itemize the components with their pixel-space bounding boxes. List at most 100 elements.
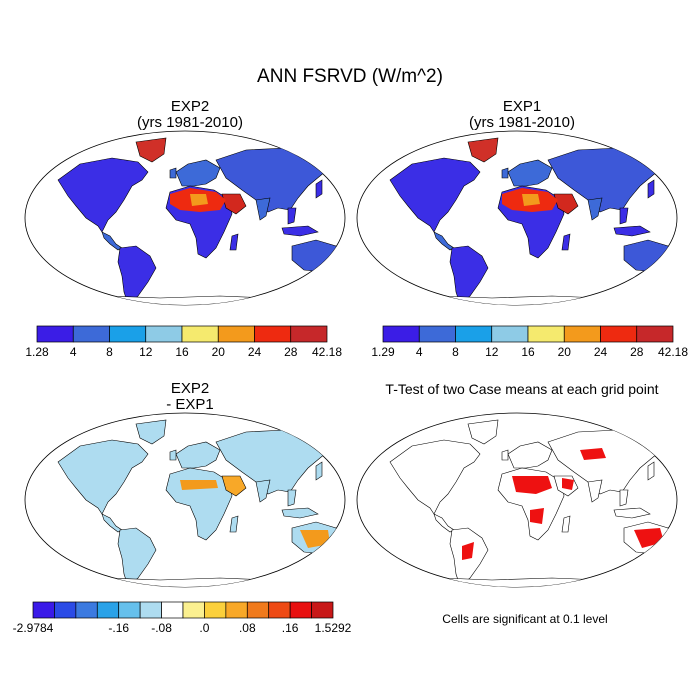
colorbar-tick-label: 28 bbox=[630, 345, 644, 359]
arabia-landmass bbox=[221, 475, 247, 497]
colorbar-swatch bbox=[600, 325, 638, 343]
colorbar-tick-label: 42.18 bbox=[658, 345, 688, 359]
arabia-landmass bbox=[553, 193, 579, 215]
sahara-core-region bbox=[522, 194, 540, 206]
india-landmass bbox=[255, 197, 271, 221]
se-asia-landmass bbox=[619, 207, 629, 225]
colorbar-swatch bbox=[418, 325, 456, 343]
colorbar-swatch bbox=[161, 601, 184, 619]
colorbar-swatch bbox=[563, 325, 601, 343]
sahara-core-region bbox=[190, 194, 208, 206]
colorbar-tick-label: 28 bbox=[284, 345, 298, 359]
continents bbox=[389, 137, 671, 305]
antarctica-landmass bbox=[71, 295, 312, 305]
colorbar-swatch bbox=[290, 325, 328, 343]
colorbar-tick-label: 1.29 bbox=[371, 345, 395, 359]
indonesia-landmass bbox=[281, 225, 319, 237]
colorbar-swatch bbox=[118, 601, 141, 619]
continents bbox=[57, 137, 339, 305]
continents bbox=[57, 419, 339, 587]
antarctica-landmass bbox=[71, 577, 312, 587]
europe-landmass bbox=[507, 441, 553, 469]
colorbar-swatch bbox=[96, 601, 120, 619]
south-america-landmass bbox=[117, 245, 157, 305]
colorbar-tick-label: .0 bbox=[199, 621, 209, 635]
indonesia-landmass bbox=[281, 507, 319, 519]
colorbar-tick-label: 1.5292 bbox=[315, 621, 352, 635]
colorbar-tick-label: 8 bbox=[452, 345, 459, 359]
colorbar-tick-label: 12 bbox=[139, 345, 153, 359]
north-america-landmass bbox=[57, 157, 149, 233]
south-america-landmass bbox=[449, 245, 489, 305]
colorbar-swatch bbox=[72, 325, 110, 343]
exp1-title-line1: EXP1 bbox=[502, 98, 542, 115]
india-landmass bbox=[255, 479, 271, 503]
exp1-panel-title: EXP1 (yrs 1981-2010) bbox=[362, 99, 682, 131]
ttest-panel-title: T-Test of two Case means at each grid po… bbox=[385, 381, 659, 397]
colorbar-tick-label: 16 bbox=[175, 345, 189, 359]
north-america-landmass bbox=[57, 439, 149, 515]
sahara-diff-region bbox=[180, 480, 218, 490]
significant-cells-1 bbox=[512, 476, 552, 494]
diff-title-line2: - EXP1 bbox=[166, 396, 214, 413]
colorbar-swatch bbox=[204, 601, 227, 619]
colorbar-swatch bbox=[225, 601, 248, 619]
se-asia-landmass bbox=[619, 489, 629, 507]
significance-note: Cells are significant at 0.1 level bbox=[442, 612, 608, 626]
exp2-title-line1: EXP2 bbox=[170, 98, 210, 115]
exp2-title-line2: (yrs 1981-2010) bbox=[137, 114, 243, 131]
madagascar-landmass bbox=[229, 233, 239, 251]
north-america-landmass bbox=[389, 157, 481, 233]
colorbar-tick-label: 1.28 bbox=[25, 345, 49, 359]
south-america-landmass bbox=[117, 527, 157, 587]
greenland-landmass bbox=[135, 137, 167, 163]
colorbar-tick-label: 4 bbox=[70, 345, 77, 359]
japan-landmass bbox=[647, 461, 655, 481]
colorbar-tick-label: 12 bbox=[485, 345, 499, 359]
colorbar-swatch bbox=[145, 325, 183, 343]
significant-cells-5 bbox=[462, 542, 474, 560]
madagascar-landmass bbox=[561, 233, 571, 251]
arabia-landmass bbox=[221, 193, 247, 215]
colorbar-swatch bbox=[246, 601, 270, 619]
colorbar-swatch bbox=[109, 325, 147, 343]
colorbar-swatch bbox=[491, 325, 529, 343]
significant-cells-6 bbox=[530, 508, 544, 524]
colorbar-tick-label: 4 bbox=[416, 345, 423, 359]
diff-colorbar: -2.9784 -.16 -.08 .0 .08 .16 1.5292 bbox=[13, 601, 352, 638]
greenland-landmass bbox=[467, 137, 499, 163]
colorbar-tick-label: 24 bbox=[248, 345, 262, 359]
exp2-colorbar: 1.28 4 8 12 16 20 24 28 42.18 bbox=[25, 325, 342, 362]
north-america-landmass bbox=[389, 439, 481, 515]
significant-cells-2 bbox=[562, 478, 574, 490]
colorbar-swatch bbox=[382, 325, 420, 343]
exp1-colorbar: 1.29 4 8 12 16 20 24 28 42.18 bbox=[371, 325, 688, 362]
colorbar-tick-label: -.16 bbox=[108, 621, 129, 635]
europe-landmass bbox=[175, 441, 221, 469]
uk-landmass bbox=[501, 449, 509, 461]
colorbar-swatch bbox=[636, 325, 674, 343]
colorbar-tick-label: 8 bbox=[106, 345, 113, 359]
colorbar-swatch bbox=[75, 601, 98, 619]
colorbar-tick-label: 20 bbox=[212, 345, 226, 359]
page-title: ANN FSRVD (W/m^2) bbox=[257, 66, 443, 87]
antarctica-landmass bbox=[403, 577, 644, 587]
ttest-map bbox=[356, 412, 678, 588]
europe-landmass bbox=[507, 159, 553, 187]
se-asia-landmass bbox=[287, 207, 297, 225]
madagascar-landmass bbox=[229, 515, 239, 533]
europe-landmass bbox=[175, 159, 221, 187]
indonesia-landmass bbox=[613, 507, 651, 519]
colorbar-tick-label: 24 bbox=[594, 345, 608, 359]
diff-panel-title: EXP2 - EXP1 bbox=[30, 381, 350, 413]
uk-landmass bbox=[169, 449, 177, 461]
greenland-landmass bbox=[467, 419, 499, 445]
colorbar-swatch bbox=[455, 325, 493, 343]
colorbar-tick-label: .08 bbox=[239, 621, 256, 635]
japan-landmass bbox=[315, 461, 323, 481]
uk-landmass bbox=[501, 167, 509, 179]
indonesia-landmass bbox=[613, 225, 651, 237]
colorbar-swatch bbox=[32, 601, 55, 619]
colorbar-swatch bbox=[36, 325, 74, 343]
colorbar-swatch bbox=[527, 325, 565, 343]
